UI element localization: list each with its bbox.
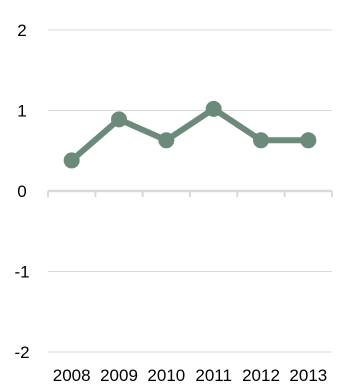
x-tick-label: 2009 [100, 366, 138, 385]
series-group [63, 100, 317, 169]
y-axis-tick-labels: 2 1 0 -1 -2 [14, 21, 29, 362]
series-line [68, 105, 312, 164]
y-tick-label: 1 [17, 102, 26, 121]
data-point [253, 132, 269, 149]
x-axis-tick-labels: 2008 2009 2010 2011 2012 2013 [53, 366, 327, 385]
x-tick-label: 2012 [242, 366, 280, 385]
data-point [300, 132, 317, 149]
x-tick-label: 2008 [53, 366, 91, 385]
data-point [205, 100, 222, 117]
x-tick-label: 2013 [289, 366, 327, 385]
data-point [158, 132, 175, 149]
x-tick-label: 2010 [147, 366, 185, 385]
x-axis [47, 191, 333, 197]
y-tick-label: 0 [17, 182, 26, 201]
y-tick-label: -2 [14, 343, 29, 362]
y-tick-label: 2 [17, 21, 26, 40]
y-tick-label: -1 [14, 263, 29, 282]
x-tick-label: 2011 [195, 366, 232, 385]
data-point [111, 111, 127, 128]
data-point [63, 152, 80, 169]
